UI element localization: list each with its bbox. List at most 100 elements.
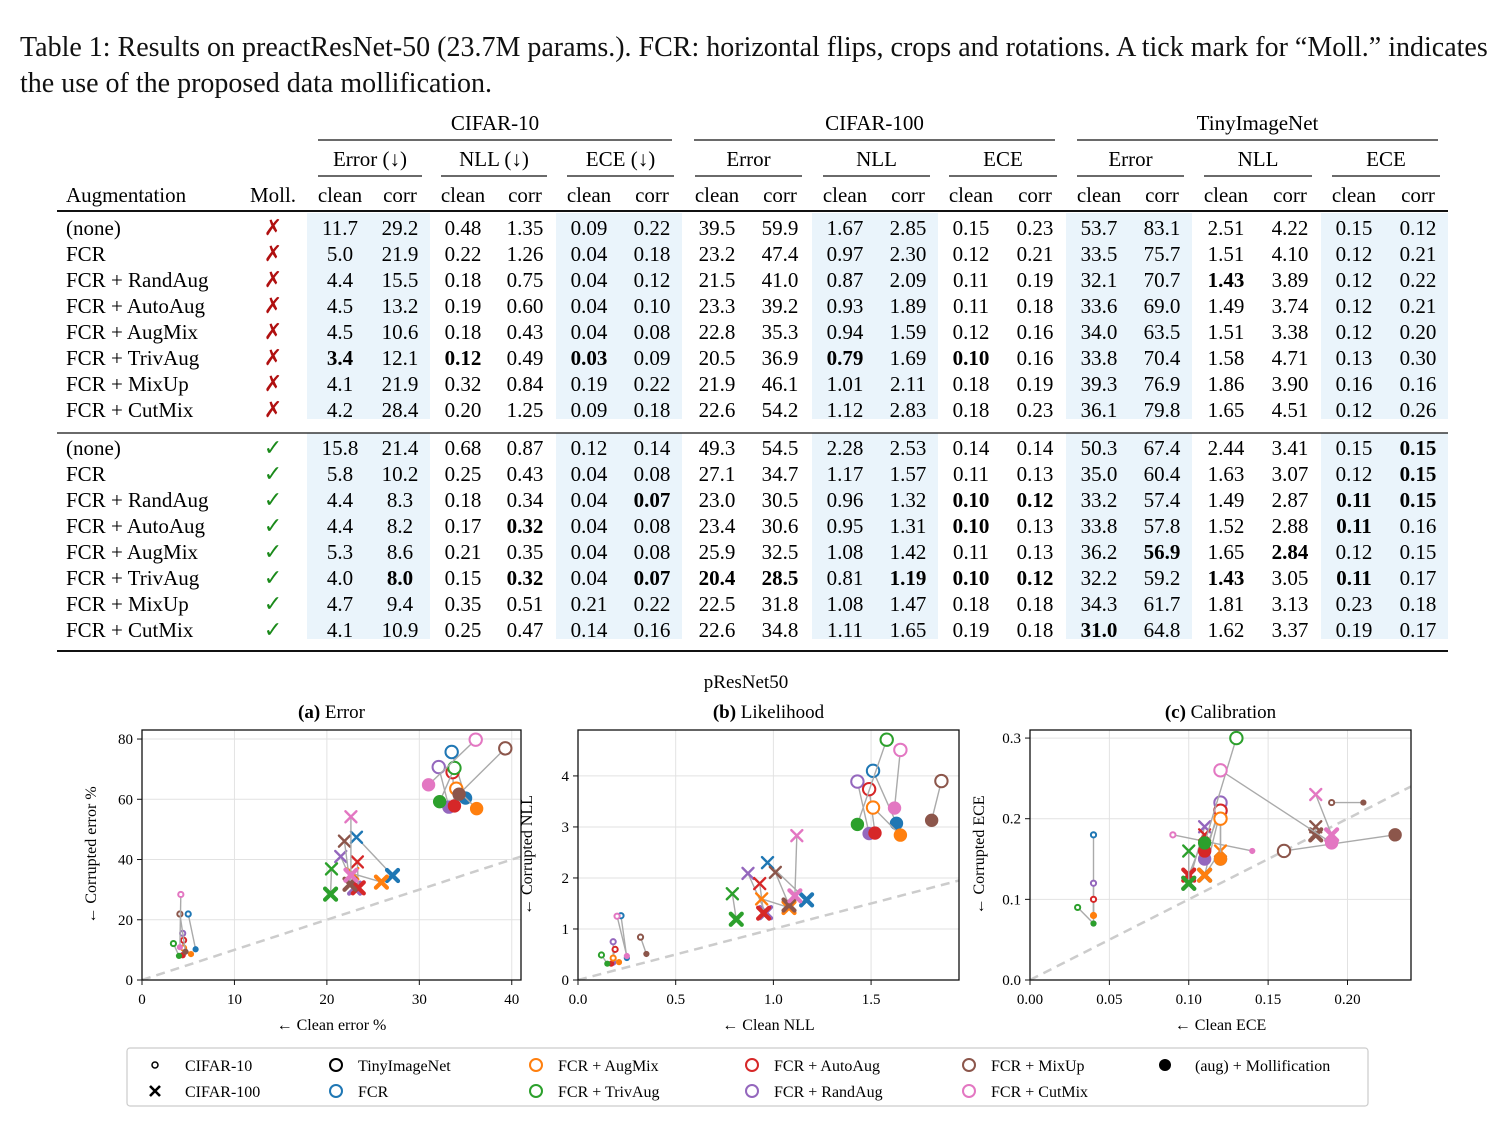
- chart-panel-error: (a) Error 0 10 20 30 40 0 20 40 60 80 ← Clean error…: [83, 702, 522, 1034]
- table-cell: 0.08: [634, 514, 671, 538]
- moll-mark: ✗: [264, 293, 282, 318]
- table-cell: 0.16: [1400, 372, 1437, 396]
- table-cell: 57.4: [1144, 488, 1181, 512]
- table-cell: 75.7: [1144, 242, 1181, 266]
- data-point-circle: [893, 828, 908, 842]
- table-cell: 0.04: [571, 488, 608, 512]
- table-cell: 1.52: [1208, 514, 1245, 538]
- data-point-x: [1182, 844, 1196, 858]
- data-point-x: [781, 897, 797, 913]
- table-row-label: FCR + CutMix: [66, 398, 194, 422]
- table-row-label: FCR + TrivAug: [66, 346, 200, 370]
- table-cell: 0.16: [1017, 320, 1054, 344]
- x-axis-label: ← Clean error %: [277, 1017, 387, 1034]
- table-cell: 0.18: [953, 372, 990, 396]
- table-cell: 12.1: [382, 346, 419, 370]
- table-cell: 47.4: [762, 242, 799, 266]
- table-cell: 1.47: [890, 592, 927, 616]
- table-cell: 0.13: [1017, 514, 1054, 538]
- table-cell: 0.11: [1336, 488, 1372, 512]
- table-cell: 1.01: [827, 372, 864, 396]
- table-cell: 0.13: [1017, 462, 1054, 486]
- table-cell: 23.0: [699, 488, 736, 512]
- col-augmentation-header: Augmentation: [66, 183, 187, 207]
- table-cell: 0.87: [827, 268, 864, 292]
- legend-label: FCR: [358, 1084, 389, 1101]
- sub-header: clean: [1332, 183, 1377, 207]
- legend-label: CIFAR-100: [185, 1084, 260, 1101]
- sub-header: clean: [695, 183, 740, 207]
- table-cell: 0.19: [953, 618, 990, 642]
- legend-marker-small-circle: [151, 1061, 159, 1069]
- table-cell: 0.12: [1336, 268, 1373, 292]
- table-cell: 0.11: [953, 294, 989, 318]
- table-cell: 4.71: [1272, 346, 1309, 370]
- data-point-x: [725, 887, 740, 901]
- sub-header: clean: [441, 183, 486, 207]
- table-cell: 8.2: [387, 514, 413, 538]
- table-cell: 0.22: [1400, 268, 1437, 292]
- data-point-circle: [924, 813, 939, 828]
- table-cell: 1.86: [1208, 372, 1245, 396]
- moll-mark: ✗: [264, 319, 282, 344]
- table-cell: 0.09: [571, 216, 608, 240]
- table-cell: 79.8: [1144, 398, 1181, 422]
- table-cell: 0.25: [445, 462, 482, 486]
- panel-title-text: Calibration: [1186, 702, 1277, 723]
- table-cell: 0.04: [571, 514, 608, 538]
- panel-title-bold: (c): [1165, 702, 1186, 723]
- pair-connector: [1315, 794, 1333, 836]
- table-cell: 29.2: [382, 216, 419, 240]
- legend-marker-circle: [329, 1084, 343, 1098]
- table-cell: 35.3: [762, 320, 799, 344]
- table-cell: 4.1: [327, 618, 353, 642]
- diagonal-line: [141, 855, 522, 982]
- table-cell: 34.8: [762, 618, 799, 642]
- table-cell: 3.41: [1272, 436, 1309, 460]
- table-cell: 0.79: [827, 346, 864, 370]
- x-tick-label: 0.20: [1334, 992, 1360, 1008]
- table-cell: 0.18: [1017, 592, 1054, 616]
- table-row-label: FCR + CutMix: [66, 618, 194, 642]
- data-point-x: [760, 855, 775, 870]
- table-cell: 4.4: [327, 268, 354, 292]
- table-cell: 59.2: [1144, 566, 1181, 590]
- data-point-circle: [1276, 843, 1292, 859]
- x-tick-label: 1.0: [764, 992, 783, 1008]
- moll-mark: ✗: [264, 241, 282, 266]
- shade-cell: [812, 213, 938, 419]
- data-point-circle: [604, 960, 611, 967]
- legend-marker-x: [149, 1085, 161, 1097]
- table-cell: 0.34: [507, 488, 544, 512]
- sub-header: corr: [1145, 183, 1179, 207]
- table-cell: 0.12: [445, 346, 482, 370]
- table-cell: 0.19: [445, 294, 482, 318]
- table-cell: 23.2: [699, 242, 736, 266]
- table-cell: 0.26: [1400, 398, 1437, 422]
- table-cell: 34.7: [762, 462, 799, 486]
- table-row-label: FCR + AutoAug: [66, 294, 206, 318]
- data-point-circle: [447, 799, 462, 813]
- data-point-circle: [865, 800, 881, 815]
- x-tick-label: 1.5: [862, 992, 881, 1008]
- table-cell: 2.87: [1272, 488, 1309, 512]
- table-cell: 0.08: [634, 540, 671, 564]
- y-tick-label: 80: [118, 732, 133, 748]
- table-cell: 0.12: [1336, 398, 1373, 422]
- table-cell: 21.4: [382, 436, 419, 460]
- data-point-x: [384, 867, 401, 884]
- table-cell: 0.20: [1400, 320, 1437, 344]
- legend-label: FCR + AutoAug: [774, 1058, 880, 1075]
- table-cell: 15.8: [322, 436, 359, 460]
- sub-header: clean: [823, 183, 868, 207]
- table-cell: 28.4: [382, 398, 419, 422]
- table-cell: 0.11: [1336, 566, 1372, 590]
- shade-cell: [1321, 213, 1448, 419]
- legend-label: (aug) + Mollification: [1195, 1058, 1330, 1075]
- table-cell: 0.81: [827, 566, 864, 590]
- data-point-circle: [1090, 912, 1097, 919]
- table-cell: 0.47: [507, 618, 544, 642]
- table-cell: 4.7: [327, 592, 353, 616]
- table-cell: 3.74: [1272, 294, 1309, 318]
- table-cell: 0.10: [953, 514, 990, 538]
